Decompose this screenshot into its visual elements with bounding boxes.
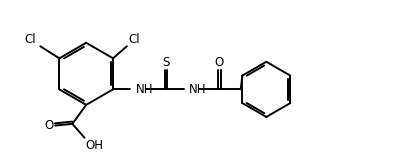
Text: Cl: Cl (128, 33, 140, 46)
Text: S: S (162, 56, 170, 69)
Text: NH: NH (189, 83, 206, 96)
Text: NH: NH (136, 83, 153, 96)
Text: Cl: Cl (24, 33, 36, 46)
Text: O: O (215, 56, 224, 69)
Text: OH: OH (86, 139, 104, 152)
Text: O: O (45, 119, 54, 132)
